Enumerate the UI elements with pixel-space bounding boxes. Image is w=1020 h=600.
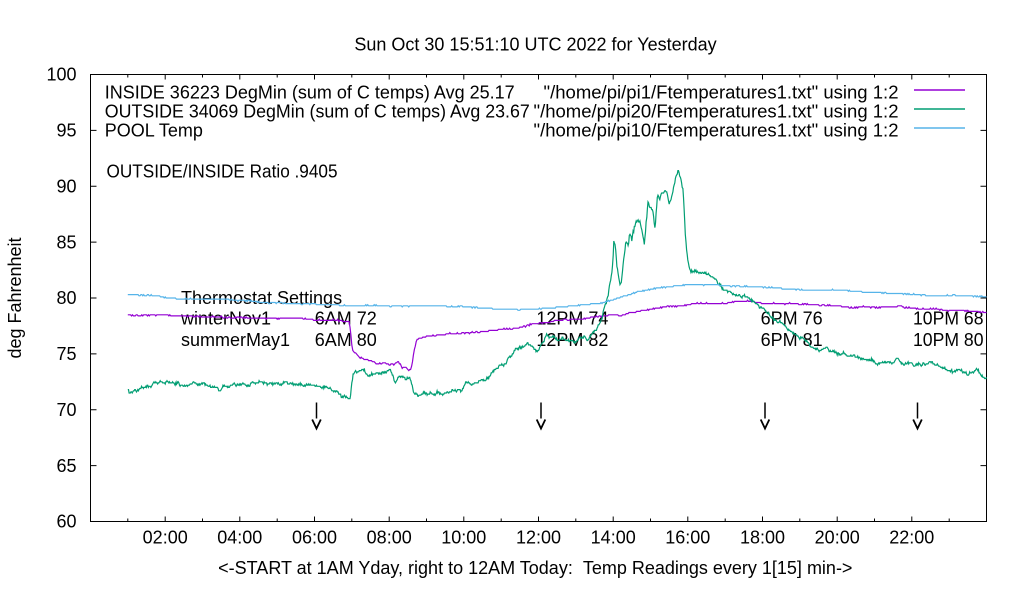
svg-text:12:00: 12:00 [516, 528, 561, 548]
svg-text:Thermostat Settings: Thermostat Settings [181, 288, 342, 308]
svg-text:02:00: 02:00 [143, 528, 188, 548]
svg-text:75: 75 [56, 344, 76, 364]
svg-text:14:00: 14:00 [591, 528, 636, 548]
svg-text:"/home/pi/pi20/Ftemperatures1.: "/home/pi/pi20/Ftemperatures1.txt" using… [534, 102, 899, 122]
svg-text:08:00: 08:00 [367, 528, 412, 548]
svg-text:OUTSIDE/INSIDE Ratio .9405: OUTSIDE/INSIDE Ratio .9405 [107, 162, 338, 182]
svg-text:deg Fahrenheit: deg Fahrenheit [5, 237, 25, 358]
svg-text:6PM 81: 6PM 81 [761, 330, 823, 350]
svg-text:65: 65 [56, 456, 76, 476]
svg-text:6AM 80: 6AM 80 [315, 330, 377, 350]
svg-text:100: 100 [46, 65, 76, 85]
svg-text:"/home/pi/pi1/Ftemperatures1.t: "/home/pi/pi1/Ftemperatures1.txt" using … [544, 83, 899, 103]
svg-text:winterNov1: winterNov1 [180, 308, 271, 328]
svg-text:summerMay1: summerMay1 [181, 330, 290, 350]
svg-text:16:00: 16:00 [665, 528, 710, 548]
svg-text:85: 85 [56, 232, 76, 252]
svg-text:<-START at 1AM Yday, right to: <-START at 1AM Yday, right to 12AM Today… [218, 558, 852, 578]
svg-text:80: 80 [56, 288, 76, 308]
svg-text:20:00: 20:00 [815, 528, 860, 548]
svg-text:"/home/pi/pi10/Ftemperatures1.: "/home/pi/pi10/Ftemperatures1.txt" using… [534, 121, 899, 141]
svg-text:INSIDE 36223 DegMin (sum of C: INSIDE 36223 DegMin (sum of C temps) Avg… [105, 83, 515, 103]
svg-text:04:00: 04:00 [217, 528, 262, 548]
svg-text:OUTSIDE 34069 DegMin (sum of C: OUTSIDE 34069 DegMin (sum of C temps) Av… [105, 102, 530, 122]
svg-text:10PM 68: 10PM 68 [913, 308, 984, 328]
svg-text:90: 90 [56, 176, 76, 196]
svg-text:10PM 80: 10PM 80 [913, 330, 984, 350]
svg-text:06:00: 06:00 [292, 528, 337, 548]
svg-text:6AM 72: 6AM 72 [315, 308, 377, 328]
svg-text:12PM 74: 12PM 74 [536, 308, 608, 328]
svg-text:6PM 76: 6PM 76 [761, 308, 823, 328]
svg-text:95: 95 [56, 121, 76, 141]
svg-text:18:00: 18:00 [740, 528, 785, 548]
svg-text:Sun Oct 30 15:51:10 UTC 2022 f: Sun Oct 30 15:51:10 UTC 2022 for Yesterd… [354, 35, 716, 55]
svg-text:POOL Temp: POOL Temp [105, 121, 203, 141]
svg-text:60: 60 [56, 512, 76, 532]
svg-text:70: 70 [56, 400, 76, 420]
svg-text:22:00: 22:00 [889, 528, 934, 548]
svg-text:10:00: 10:00 [441, 528, 486, 548]
